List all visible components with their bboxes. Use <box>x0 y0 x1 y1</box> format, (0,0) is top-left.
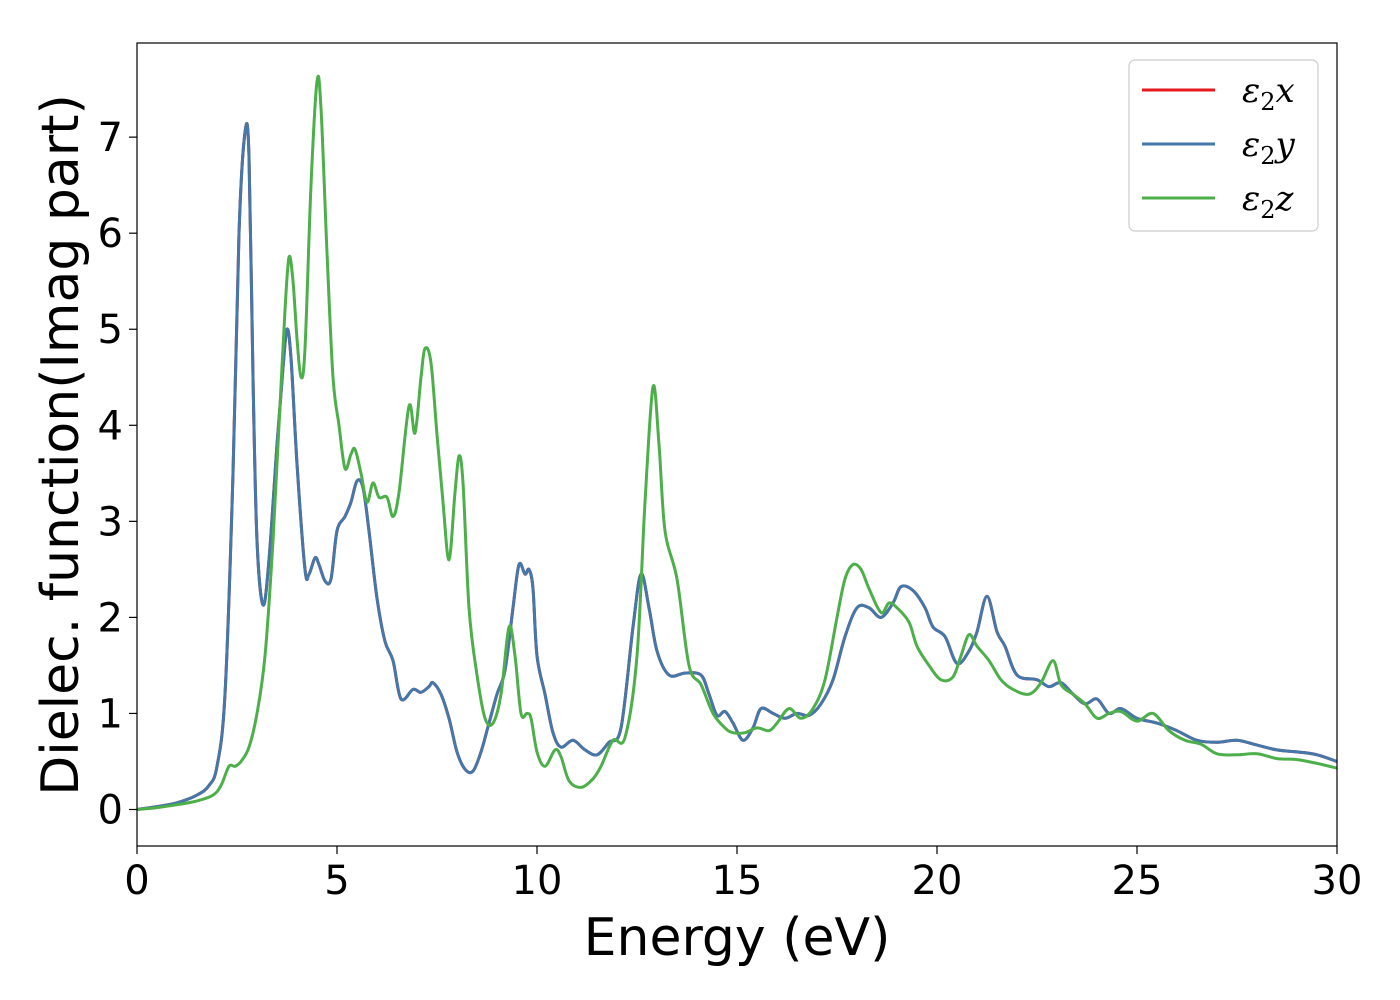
legend-label-z: ε2z <box>1242 179 1295 224</box>
x-tick-label: 25 <box>1112 858 1163 904</box>
x-axis-label: Energy (eV) <box>584 908 891 968</box>
x-tick-label: 20 <box>912 858 963 904</box>
x-tick-label: 15 <box>712 858 763 904</box>
legend-subscript: 2 <box>1260 196 1275 224</box>
y-axis-label: Dielec. function(Imag part) <box>31 94 91 796</box>
legend-subscript: 2 <box>1260 142 1275 170</box>
y-tick-label: 4 <box>98 403 123 449</box>
series-line-z <box>137 74 1337 811</box>
legend-component: y <box>1274 125 1296 165</box>
y-tick-label: 1 <box>98 691 123 737</box>
x-tick-label: 0 <box>124 858 149 904</box>
legend-component: z <box>1275 179 1295 219</box>
y-tick-label: 6 <box>98 211 123 257</box>
y-axis-ticks: 0 1 2 3 4 5 6 7 <box>98 115 137 834</box>
series-layer <box>137 74 1337 811</box>
legend-box <box>1128 59 1319 232</box>
x-tick-label: 10 <box>512 858 563 904</box>
legend-label-x: ε2x <box>1242 71 1295 116</box>
legend-subscript: 2 <box>1260 88 1275 116</box>
y-tick-label: 0 <box>98 788 123 834</box>
y-tick-label: 7 <box>98 115 123 161</box>
plot-frame <box>136 42 1338 847</box>
y-tick-label: 5 <box>98 307 123 353</box>
series-line-y <box>137 122 1337 811</box>
legend-symbol: ε <box>1242 71 1260 111</box>
y-tick-label: 3 <box>98 499 123 545</box>
legend-component: x <box>1276 71 1295 111</box>
x-tick-label: 30 <box>1312 858 1363 904</box>
legend-symbol: ε <box>1242 125 1260 165</box>
legend-label-y: ε2y <box>1242 125 1296 170</box>
x-axis-ticks: 0 5 10 15 20 25 30 <box>124 846 1362 904</box>
y-tick-label: 2 <box>98 595 123 641</box>
legend-symbol: ε <box>1242 179 1260 219</box>
x-tick-label: 5 <box>324 858 349 904</box>
